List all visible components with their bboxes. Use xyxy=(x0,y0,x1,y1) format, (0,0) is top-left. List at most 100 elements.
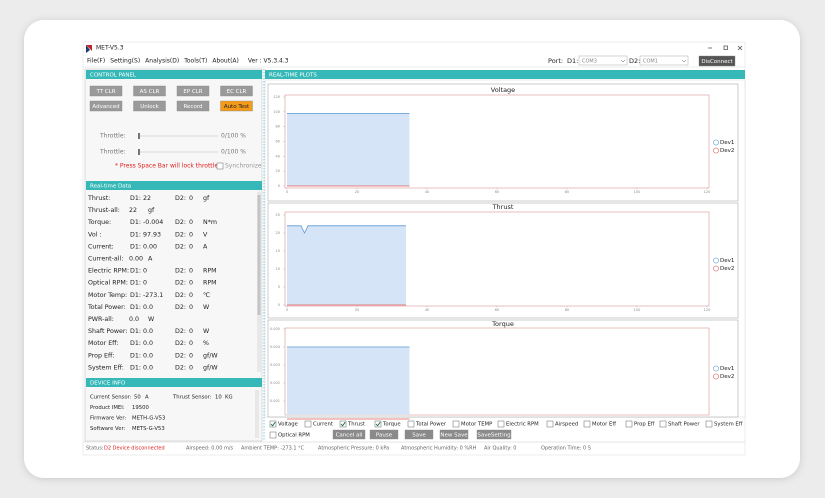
control-button[interactable] xyxy=(133,100,166,112)
plot-checkbox[interactable] xyxy=(374,420,382,428)
legend-marker[interactable] xyxy=(713,365,719,372)
y-tick-label: 5 xyxy=(278,285,280,289)
x-tick-label: 80 xyxy=(565,308,569,312)
menu-item[interactable]: Analysis(D) xyxy=(145,58,179,65)
plot-checkbox[interactable] xyxy=(583,420,591,428)
plot-checkbox[interactable] xyxy=(705,420,713,428)
area-fill xyxy=(287,347,410,415)
data-label: Motor Eff: xyxy=(88,340,119,347)
x-tick-label: 0 xyxy=(286,190,288,194)
plot-title: Thrust xyxy=(492,203,514,211)
data-label: Current-all: xyxy=(88,256,123,263)
data-value: D1: xyxy=(130,292,141,299)
control-button[interactable] xyxy=(133,85,166,97)
checkbox-label: Motor Eff xyxy=(592,422,616,428)
menu-item[interactable]: Tools(T) xyxy=(183,58,207,65)
plot-checkbox[interactable] xyxy=(339,420,347,428)
menu-item[interactable]: Setting(S) xyxy=(110,58,140,65)
plot-checkbox[interactable] xyxy=(269,420,277,428)
status-item: Ambient TEMP: -273.1 °C xyxy=(241,446,305,452)
x-tick-label: 120 xyxy=(704,190,711,194)
action-button[interactable] xyxy=(332,429,366,440)
data-value: V xyxy=(203,231,208,238)
dropdown-arrow xyxy=(681,59,687,63)
window-controls[interactable] xyxy=(708,45,743,51)
checkbox-label: Optical RPM xyxy=(278,433,310,439)
y-tick-label: 0.005 xyxy=(270,327,280,331)
scrollbar-thumb[interactable] xyxy=(257,195,261,315)
y-tick-label: 120 xyxy=(273,95,280,99)
data-value: 0 xyxy=(189,340,193,347)
control-button[interactable] xyxy=(89,100,123,112)
throttle-value: 0/100 % xyxy=(221,149,246,156)
control-panel-header-title: CONTROL PANEL xyxy=(90,72,137,78)
disconnect-button[interactable] xyxy=(698,55,736,67)
plot-checkbox-mark xyxy=(375,421,381,427)
menu-item[interactable]: About(A) xyxy=(212,58,239,65)
action-button[interactable] xyxy=(476,429,512,440)
control-button[interactable] xyxy=(176,100,210,112)
data-value: 0.0 xyxy=(143,328,153,335)
plot-checkbox[interactable] xyxy=(304,420,312,428)
control-button[interactable] xyxy=(220,85,253,97)
plot-checkbox[interactable] xyxy=(625,420,633,428)
y-tick-label: 0.004 xyxy=(270,345,281,349)
scrollbar xyxy=(255,390,259,438)
control-button-label: Unlock xyxy=(140,104,159,110)
x-tick-label: 20 xyxy=(355,308,359,312)
plot-checkbox[interactable] xyxy=(269,431,277,439)
data-value: % xyxy=(203,340,209,347)
plot-checkbox-mark xyxy=(340,421,346,427)
x-tick-label: 0 xyxy=(286,308,288,312)
data-value: -273.1 xyxy=(143,292,163,299)
menu-item[interactable]: File(F) xyxy=(87,58,105,65)
data-value: 22 xyxy=(129,207,137,214)
d1-label: D1: xyxy=(567,57,578,65)
data-value: 0.0 xyxy=(143,364,153,371)
action-button[interactable] xyxy=(404,429,434,440)
legend-label: Dev1 xyxy=(720,140,734,146)
control-button[interactable] xyxy=(220,100,253,112)
status-item: Operation Time: 0 S xyxy=(541,446,591,452)
port-select[interactable] xyxy=(639,55,689,66)
throttle-thumb[interactable] xyxy=(138,133,140,139)
legend-marker[interactable] xyxy=(713,257,719,264)
port-select[interactable] xyxy=(578,55,628,66)
data-value: 0 xyxy=(189,219,193,226)
control-button-label: Auto Test xyxy=(224,104,250,110)
plot-checkbox[interactable] xyxy=(452,420,460,428)
y-tick-label: 100 xyxy=(273,110,280,114)
action-button-label: Pause xyxy=(376,432,393,438)
data-value: D1: xyxy=(130,364,141,371)
legend-marker[interactable] xyxy=(713,139,719,146)
port-label: Port: xyxy=(548,57,563,65)
checkbox-label: Airspeed xyxy=(555,422,578,428)
throttle-label: Throttle: xyxy=(99,133,126,140)
control-button[interactable] xyxy=(89,85,123,97)
legend-label: Dev2 xyxy=(720,266,734,272)
data-value: D2: xyxy=(175,219,186,226)
plot-checkbox[interactable] xyxy=(659,420,667,428)
data-value: D2: xyxy=(175,280,186,287)
sync-checkbox[interactable] xyxy=(216,162,224,170)
legend-marker[interactable] xyxy=(713,373,719,380)
action-button[interactable] xyxy=(369,429,399,440)
throttle-thumb[interactable] xyxy=(138,149,140,155)
plot-checkbox[interactable] xyxy=(407,420,415,428)
plot-checkbox[interactable] xyxy=(546,420,554,428)
data-value: 0.0 xyxy=(129,316,139,323)
action-button-label: Save xyxy=(412,432,426,438)
checkbox-label: Thrust xyxy=(347,422,365,428)
plots-header xyxy=(265,70,745,79)
data-label: Total Power: xyxy=(87,304,126,311)
action-button[interactable] xyxy=(439,429,469,440)
plot-checkbox[interactable] xyxy=(497,420,505,428)
legend-marker[interactable] xyxy=(713,147,719,154)
control-button[interactable] xyxy=(176,85,210,97)
plot-checkbox-mark xyxy=(270,421,276,427)
legend-marker[interactable] xyxy=(713,265,719,272)
window-title: MET-V5.3 xyxy=(96,45,124,52)
data-label: Shaft Power: xyxy=(88,328,127,335)
action-button-label: New Save xyxy=(440,432,468,438)
